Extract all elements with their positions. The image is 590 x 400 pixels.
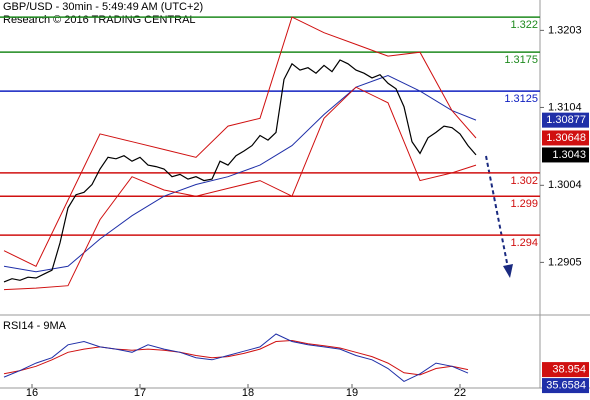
- level-label: 1.3125: [504, 93, 538, 105]
- level-label: 1.294: [510, 237, 538, 249]
- price-line: [3, 59, 477, 283]
- indicator-line: [3, 16, 477, 267]
- value-box: [542, 378, 589, 394]
- value-box: [542, 362, 589, 378]
- value-box: [542, 147, 589, 163]
- rsi-line: [3, 339, 469, 376]
- x-tick-label: 19: [346, 387, 358, 399]
- chart-subtitle: Research © 2016 TRADING CENTRAL: [3, 14, 196, 26]
- x-tick-label: 22: [454, 387, 466, 399]
- x-tick-label: 16: [26, 387, 38, 399]
- forecast-arrow: [485, 155, 513, 278]
- x-tick-label: 18: [242, 387, 254, 399]
- rsi-line: [3, 333, 469, 382]
- value-box-label: 38.954: [552, 363, 586, 375]
- arrow-shaft: [485, 155, 509, 269]
- y-tick-label: 1.2905: [548, 256, 582, 268]
- value-box: [542, 112, 589, 128]
- value-box-label: 1.3043: [552, 149, 586, 161]
- level-label: 1.322: [510, 19, 538, 31]
- level-label: 1.299: [510, 198, 538, 210]
- x-tick-label: 17: [134, 387, 146, 399]
- value-box-label: 1.30648: [546, 132, 586, 144]
- level-label: 1.3175: [504, 54, 538, 66]
- y-tick-label: 1.3004: [548, 179, 582, 191]
- arrow-head: [503, 264, 513, 278]
- value-box: [542, 130, 589, 146]
- rsi-label: RSI14 - 9MA: [3, 320, 67, 332]
- value-box-label: 1.30877: [546, 114, 586, 126]
- chart-title: GBP/USD - 30min - 5:49:49 AM (UTC+2): [3, 1, 203, 13]
- indicator-line: [3, 86, 477, 291]
- y-tick-label: 1.3104: [548, 101, 582, 113]
- y-tick-label: 1.3203: [548, 24, 582, 36]
- value-box-label: 35.6584: [546, 379, 586, 391]
- level-label: 1.302: [510, 175, 538, 187]
